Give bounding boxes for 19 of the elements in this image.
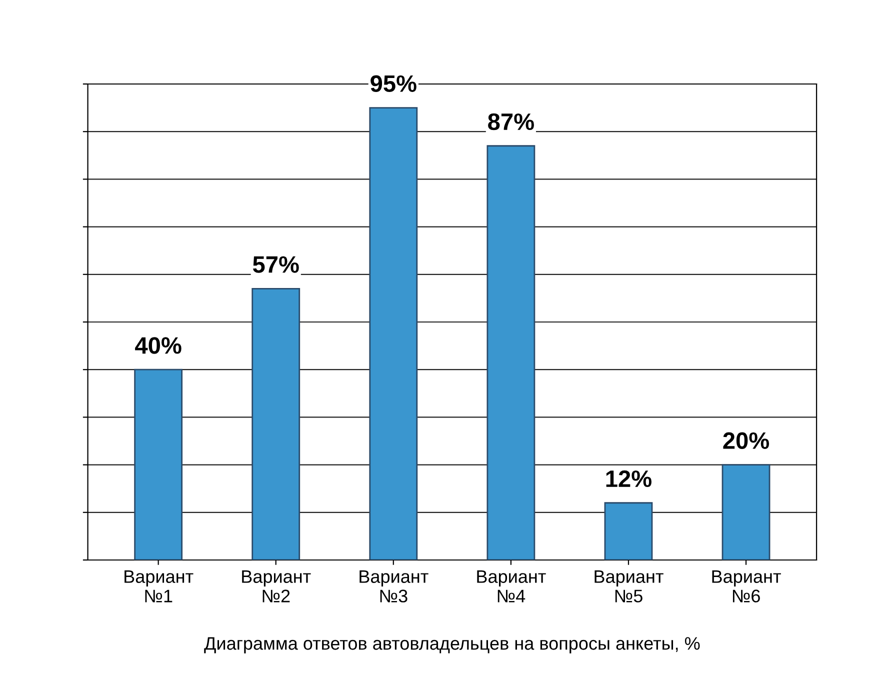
bar: [134, 368, 183, 560]
x-tick-label: Вариант №2: [242, 570, 311, 602]
bar: [252, 288, 300, 560]
x-tick-label: Вариант №5: [594, 570, 664, 602]
bar: [486, 145, 536, 560]
bar: [369, 107, 418, 560]
data-label: 87%: [488, 113, 534, 130]
bar: [722, 464, 770, 560]
x-tick-label: Вариант №3: [360, 570, 428, 602]
data-label: 57%: [252, 256, 299, 273]
x-tick-label: Вариант №4: [477, 570, 546, 602]
data-label: 95%: [370, 75, 416, 92]
x-tick-label: Вариант №6: [712, 570, 781, 602]
x-axis-title: Диаграмма ответов автовладельцев на вопросы анкеты, %: [204, 637, 700, 654]
x-tick-label: Вариант №1: [124, 570, 194, 602]
data-label: 12%: [606, 470, 652, 488]
bar: [604, 502, 653, 560]
data-label: 20%: [723, 432, 770, 450]
data-label: 40%: [135, 337, 182, 354]
